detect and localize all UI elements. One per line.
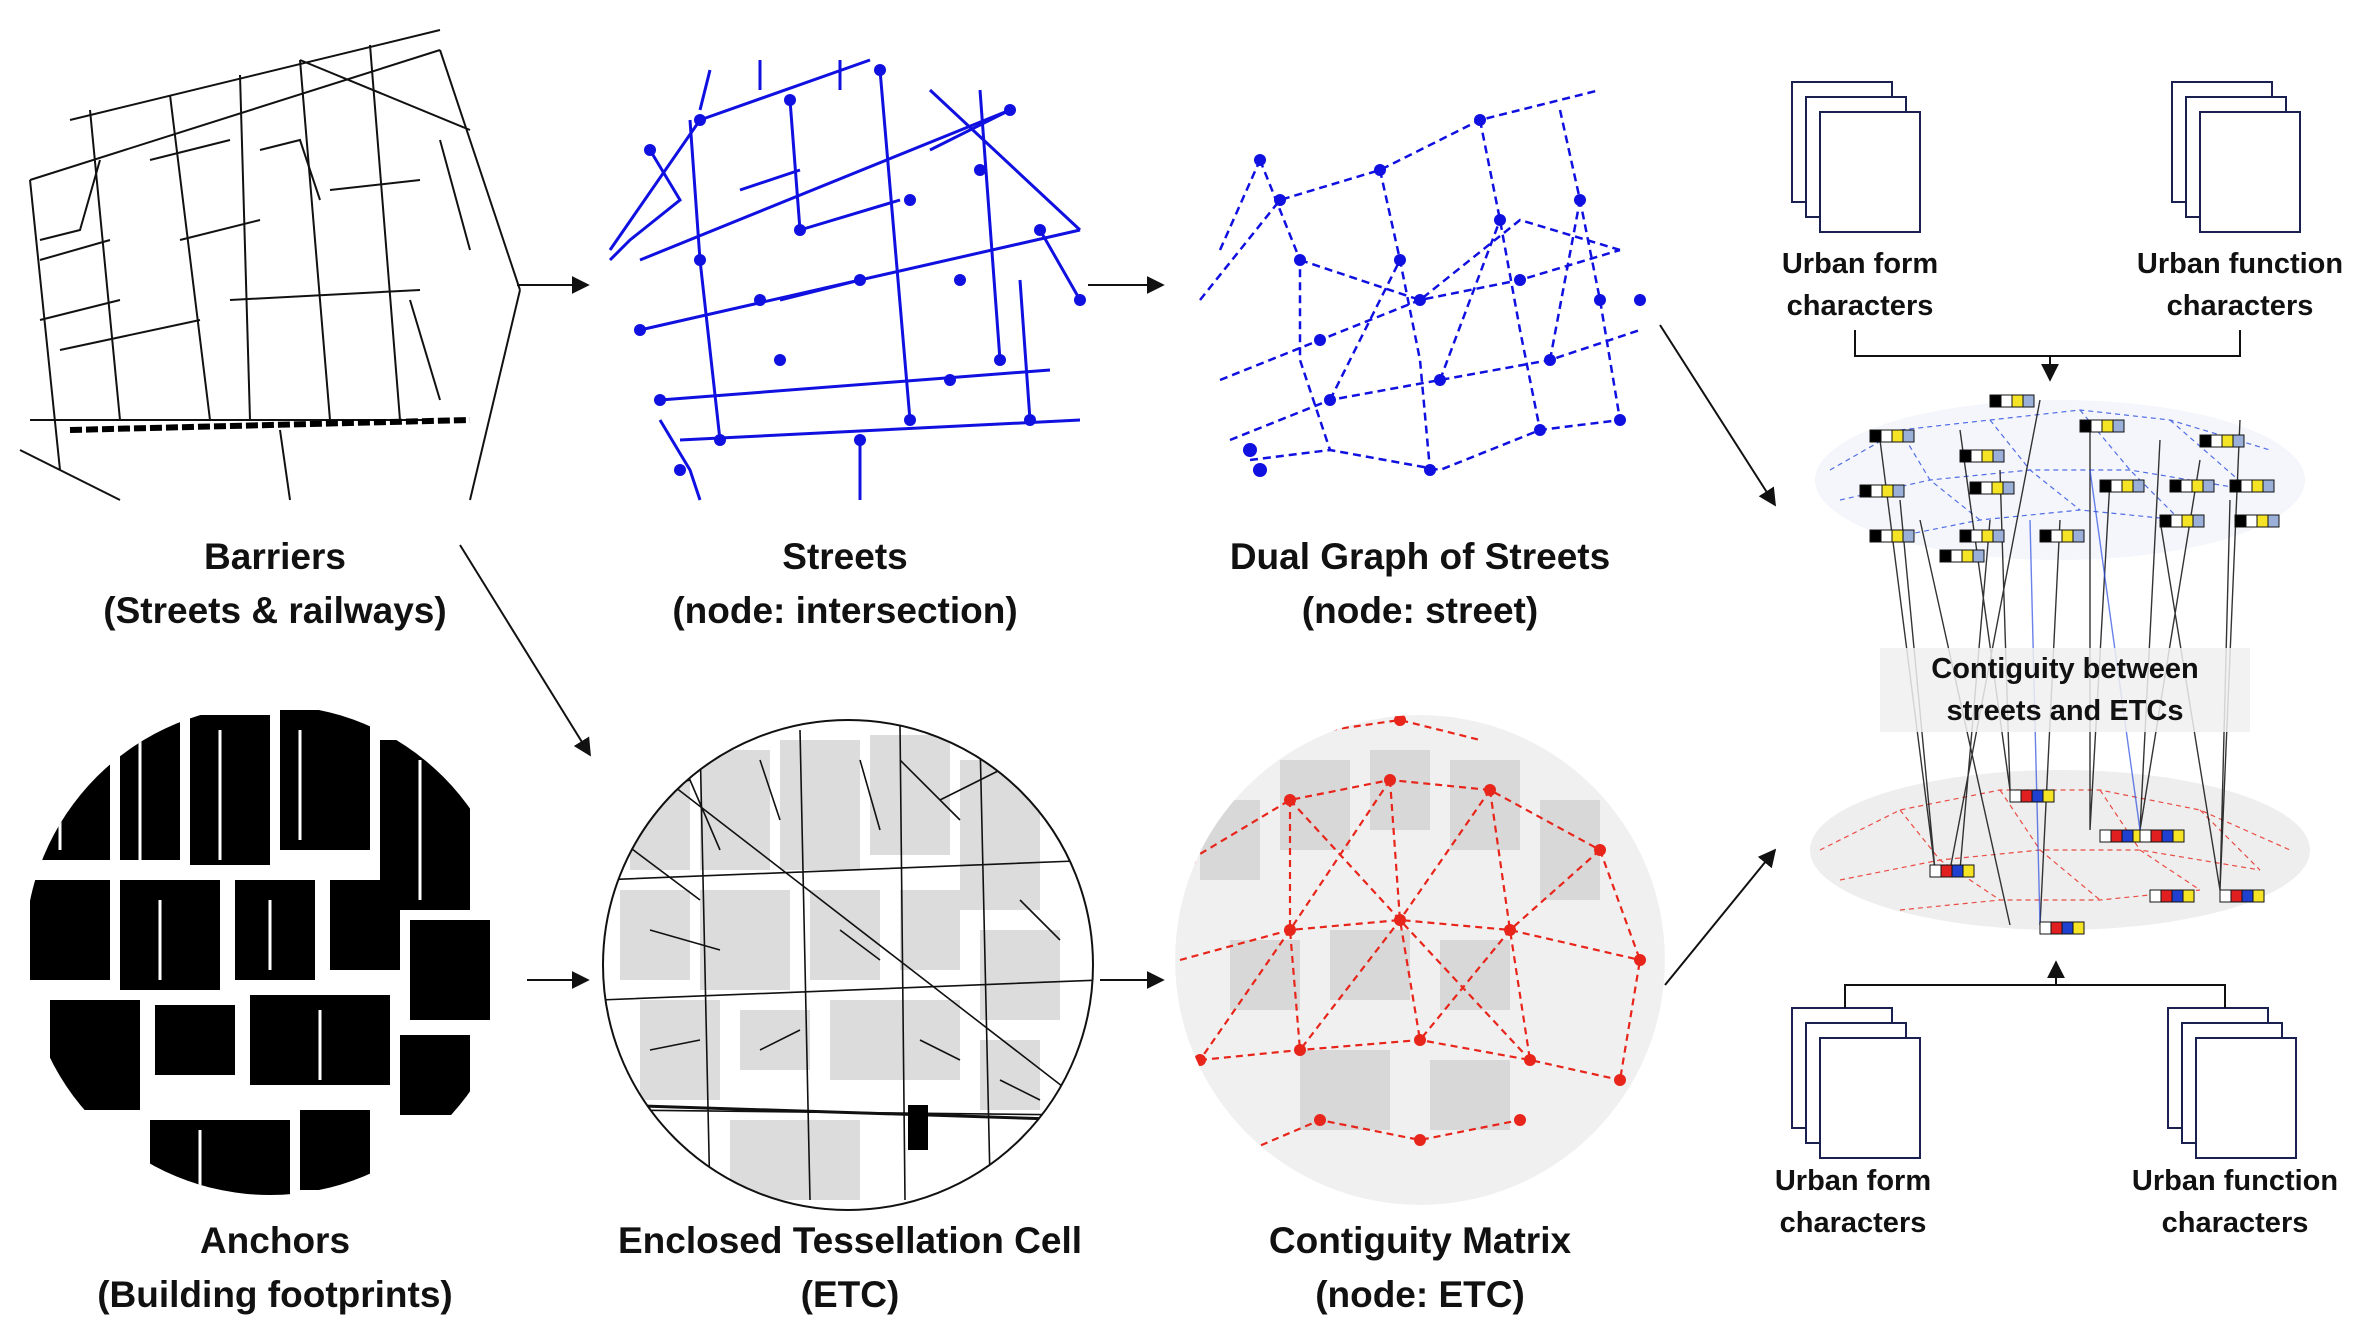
top-function-stack (2171, 81, 2301, 233)
etc-title: Enclosed Tessellation Cell (617, 1220, 1083, 1261)
etc-feature-tag (2149, 889, 2195, 903)
streets-subtitle: (node: intersection) (672, 590, 1018, 631)
bottom-form-stack (1791, 1007, 1921, 1159)
barriers-subtitle: (Streets & railways) (103, 590, 447, 631)
street-feature-tag (1939, 549, 1985, 563)
linkage-line2: streets and ETCs (1946, 695, 2184, 727)
top-form-stack (1791, 81, 1921, 233)
etc-feature-tag (1929, 864, 1975, 878)
dual-graph-caption: Dual Graph of Streets (node: street) (1180, 530, 1660, 638)
dual-graph-edges (1199, 88, 1641, 472)
top-function-line2: characters (2166, 290, 2314, 322)
street-feature-tag (1959, 529, 2005, 543)
bottom-function-stack (2167, 1007, 2297, 1159)
etc-feature-tag (2139, 829, 2185, 843)
barriers-caption: Barriers (Streets & railways) (60, 530, 490, 638)
street-feature-tag (2199, 434, 2245, 448)
etc-feature-tag (2039, 921, 2085, 935)
street-feature-tag (1869, 529, 1915, 543)
barriers-title: Barriers (204, 536, 346, 577)
streets-graph (608, 58, 1082, 501)
barriers-map (19, 29, 521, 501)
anchors-caption: Anchors (Building footprints) (50, 1214, 500, 1322)
top-form-line2: characters (1786, 290, 1934, 322)
street-feature-tag (1869, 429, 1915, 443)
linkage-label: Contiguity between streets and ETCs (1880, 648, 2250, 732)
street-feature-tag (2079, 419, 2125, 433)
street-feature-tag (2039, 529, 2085, 543)
etc-outline (602, 719, 1094, 1211)
contiguity-title: Contiguity Matrix (1268, 1220, 1572, 1261)
contiguity-matrix (1175, 715, 1665, 1205)
top-merge-connector (1854, 330, 2241, 382)
top-function-line1: Urban function (2136, 248, 2344, 280)
bottom-function-label: Urban function characters (2115, 1160, 2355, 1244)
bottom-function-line1: Urban function (2131, 1165, 2339, 1197)
top-form-line1: Urban form (1781, 248, 1939, 280)
etc-map (603, 720, 1093, 1210)
street-feature-tag (2234, 514, 2280, 528)
street-feature-tag (1959, 449, 2005, 463)
top-form-label: Urban form characters (1755, 243, 1965, 327)
contiguity-caption: Contiguity Matrix (node: ETC) (1200, 1214, 1640, 1322)
arrow-dual-linkage (1659, 324, 1776, 507)
arrow-contiguity-linkage (1664, 848, 1777, 986)
bottom-form-line1: Urban form (1774, 1165, 1932, 1197)
bottom-form-label: Urban form characters (1748, 1160, 1958, 1244)
flow-arrows (459, 276, 1777, 989)
street-feature-tag (2229, 479, 2275, 493)
feature-tags (1859, 394, 2280, 935)
contiguity-subtitle: (node: ETC) (1315, 1274, 1525, 1315)
dual-graph-title: Dual Graph of Streets (1229, 536, 1611, 577)
bottom-merge-connector (1844, 960, 2226, 1008)
streets-caption: Streets (node: intersection) (620, 530, 1070, 638)
street-feature-tag (2099, 479, 2145, 493)
streets-nodes (634, 64, 1086, 476)
etc-feature-tag (2219, 889, 2265, 903)
anchors-title: Anchors (199, 1220, 351, 1261)
bottom-function-line2: characters (2161, 1207, 2309, 1239)
etc-feature-tag (2099, 829, 2145, 843)
street-feature-tag (2159, 514, 2205, 528)
etc-caption: Enclosed Tessellation Cell (ETC) (590, 1214, 1110, 1322)
top-function-label: Urban function characters (2120, 243, 2360, 327)
street-feature-tag (2169, 479, 2215, 493)
etc-feature-tag (2009, 789, 2055, 803)
dual-graph-subtitle: (node: street) (1301, 590, 1539, 631)
etc-subtitle: (ETC) (800, 1274, 900, 1315)
anchors-map (25, 705, 515, 1195)
arrow-barriers-etc (459, 544, 591, 757)
street-feature-tag (1859, 484, 1905, 498)
dual-graph-nodes (1243, 114, 1646, 477)
streets-title: Streets (782, 536, 908, 577)
street-feature-tag (1989, 394, 2035, 408)
linkage-line1: Contiguity between (1931, 653, 2199, 685)
street-feature-tag (1969, 481, 2015, 495)
anchors-subtitle: (Building footprints) (97, 1274, 453, 1315)
bottom-form-line2: characters (1779, 1207, 1927, 1239)
